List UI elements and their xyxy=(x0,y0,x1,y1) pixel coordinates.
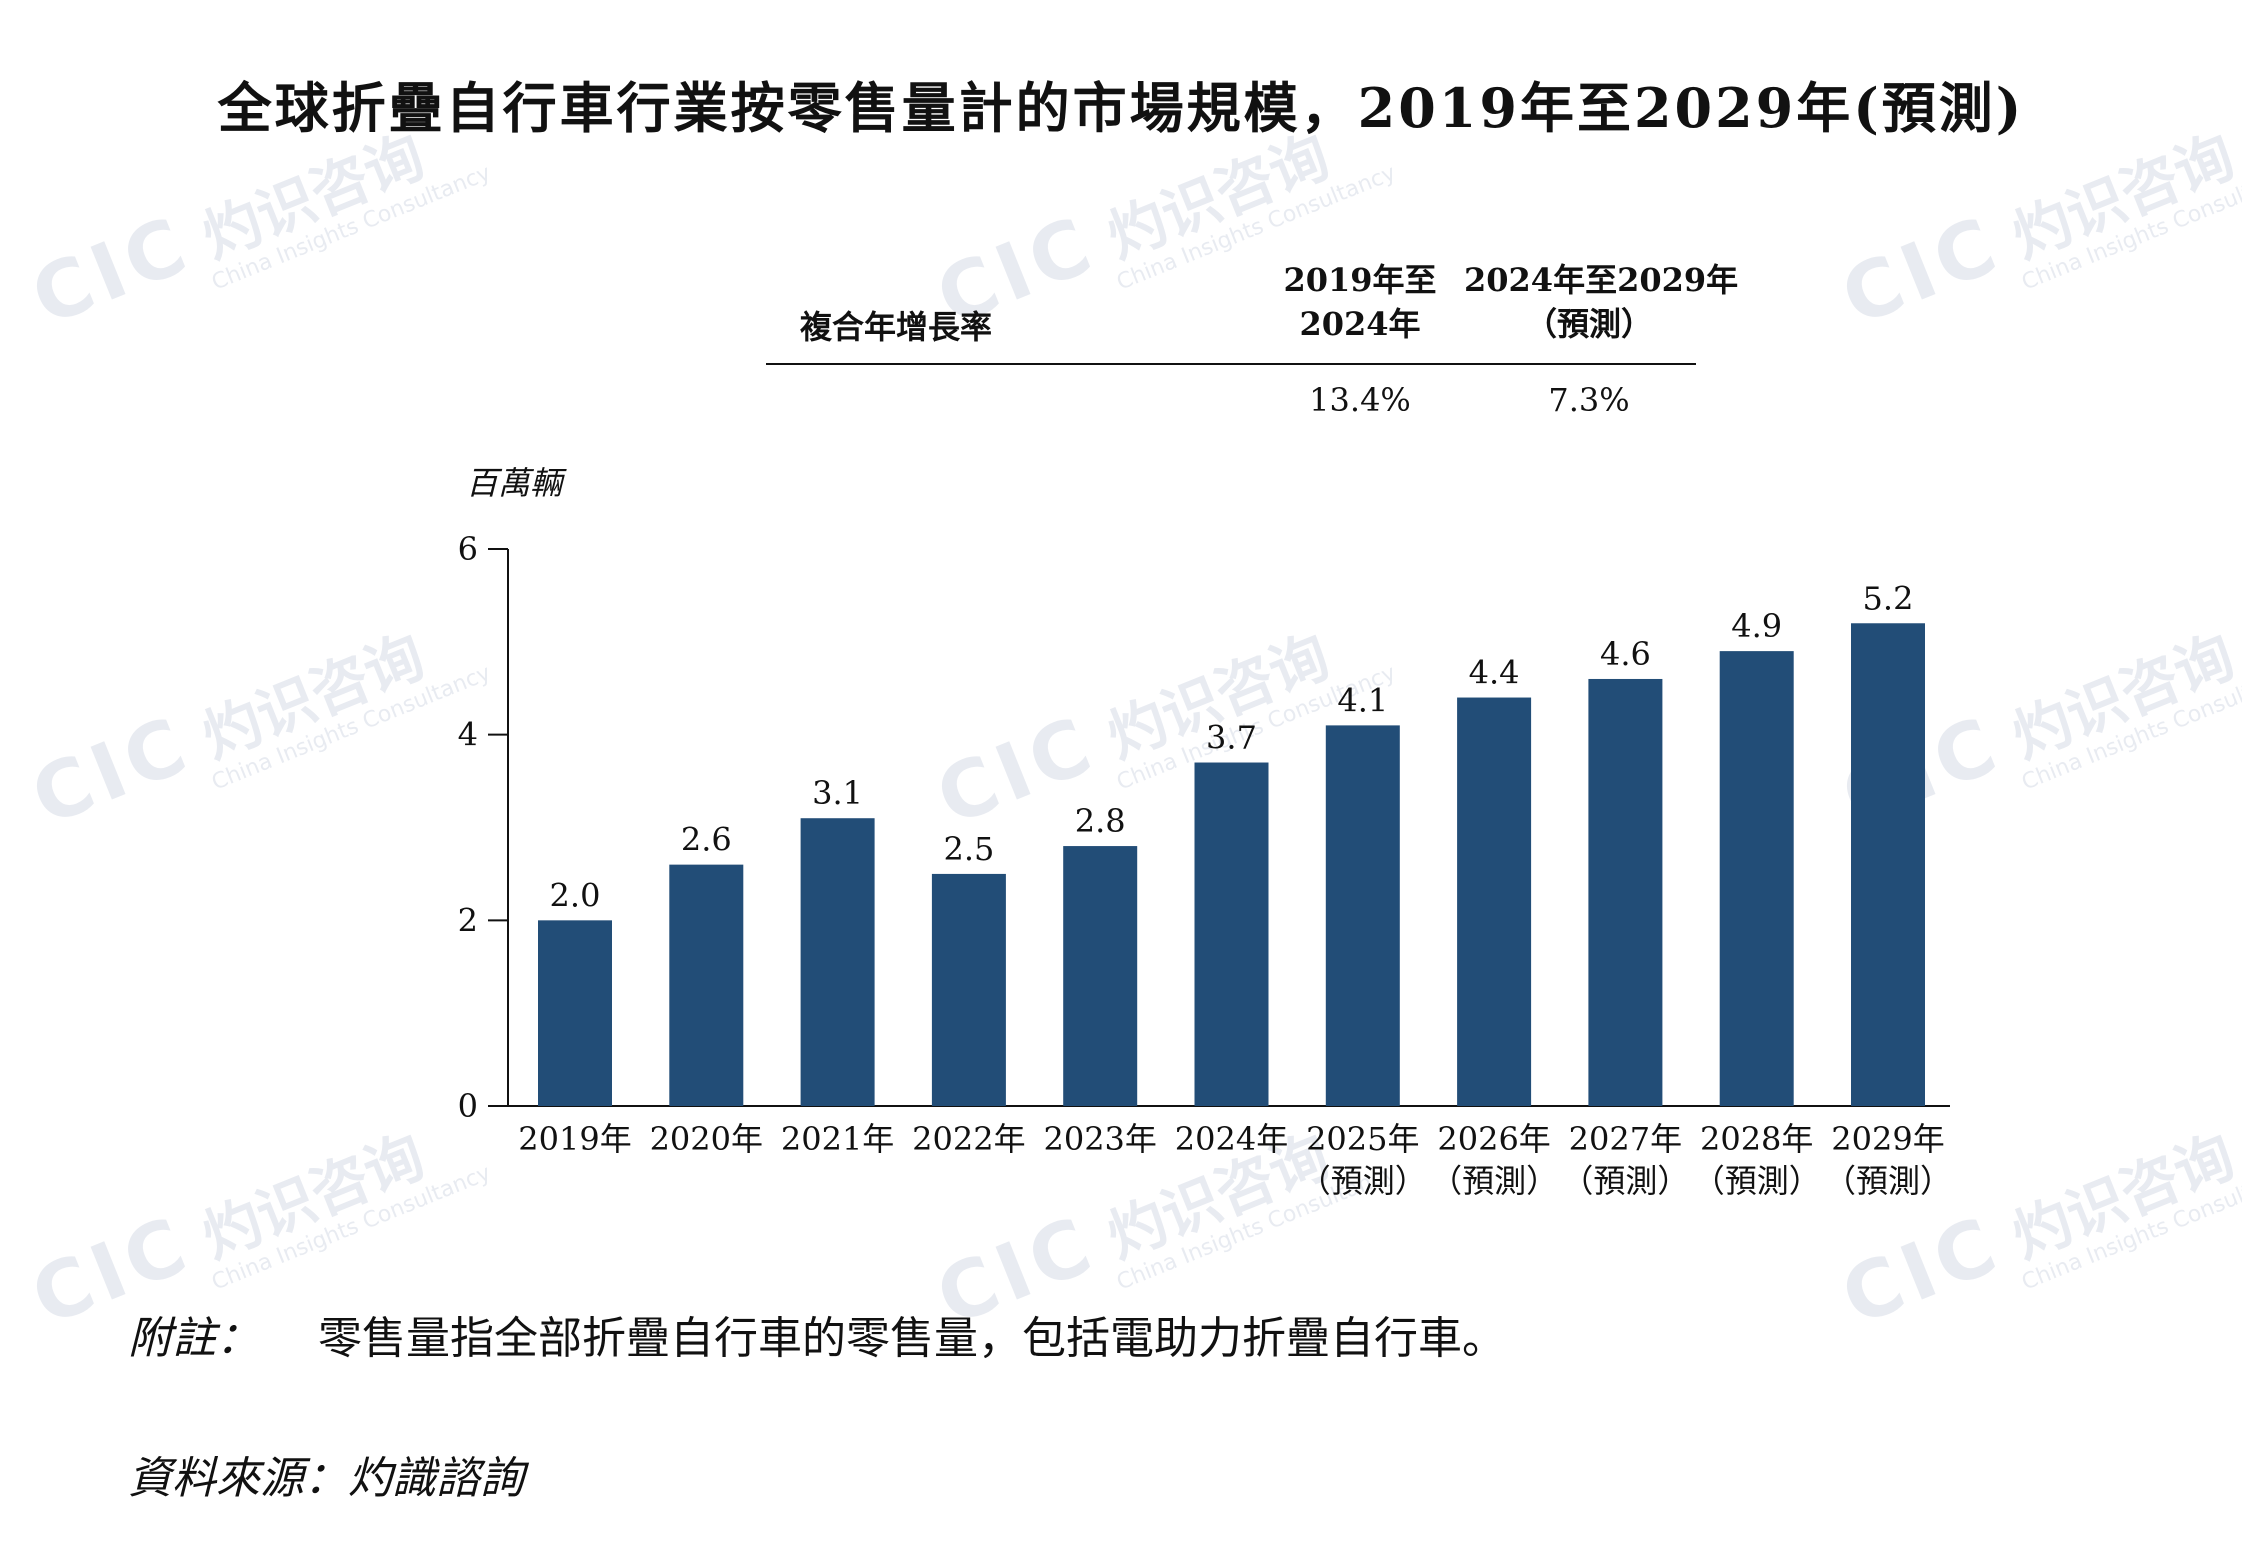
bar xyxy=(1325,725,1400,1106)
cagr-value-historical: 13.4% xyxy=(1309,381,1411,419)
bar-value-label: 4.9 xyxy=(1731,607,1782,645)
footnote: 附註： 零售量指全部折疊自行車的零售量，包括電助力折疊自行車。 xyxy=(128,1302,1506,1366)
cagr-divider xyxy=(766,363,1696,365)
x-tick-label: 2020年 xyxy=(650,1120,763,1158)
footnote-label: 附註： xyxy=(128,1313,260,1364)
bar-value-label: 3.7 xyxy=(1206,719,1257,757)
bar xyxy=(931,873,1006,1106)
x-tick-label: 2025年 xyxy=(1306,1120,1419,1158)
cagr-header-line: 2019年至 xyxy=(1283,261,1437,299)
bar xyxy=(1063,846,1138,1106)
x-tick-label: 2023年 xyxy=(1043,1120,1156,1158)
bar xyxy=(1588,678,1663,1106)
x-tick-sublabel: （預測） xyxy=(1430,1162,1558,1200)
y-axis-unit: 百萬輛 xyxy=(466,464,563,502)
bar-value-label: 2.8 xyxy=(1075,802,1126,840)
bar xyxy=(1194,762,1269,1106)
cagr-header-line: （預測） xyxy=(1524,305,1653,343)
x-tick-label: 2028年 xyxy=(1700,1120,1813,1158)
x-tick-label: 2022年 xyxy=(912,1120,1025,1158)
cagr-header-line: 2024年至2029年 xyxy=(1464,261,1739,299)
y-tick-label: 2 xyxy=(458,901,478,939)
bar-value-label: 4.1 xyxy=(1337,681,1388,719)
x-tick-sublabel: （預測） xyxy=(1299,1162,1427,1200)
x-tick-label: 2019年 xyxy=(518,1120,631,1158)
cagr-header-forecast: 2024年至2029年 （預測） xyxy=(1464,258,1739,346)
x-tick-sublabel: （預測） xyxy=(1824,1162,1952,1200)
cagr-header-line: 2024年 xyxy=(1299,305,1421,343)
x-tick-sublabel: （預測） xyxy=(1693,1162,1821,1200)
bar xyxy=(800,818,875,1106)
bar-value-label: 2.0 xyxy=(550,876,601,914)
y-tick-label: 0 xyxy=(458,1087,478,1125)
x-tick-sublabel: （預測） xyxy=(1561,1162,1689,1200)
bar xyxy=(538,920,612,1106)
bar xyxy=(1457,697,1532,1106)
x-tick-label: 2026年 xyxy=(1437,1120,1550,1158)
x-tick-label: 2024年 xyxy=(1175,1120,1288,1158)
bar xyxy=(1719,651,1794,1106)
cagr-value-forecast: 7.3% xyxy=(1548,381,1630,419)
y-tick-label: 4 xyxy=(458,716,478,754)
bar-value-label: 3.1 xyxy=(812,774,863,812)
x-tick-label: 2029年 xyxy=(1831,1120,1944,1158)
footnote-text: 零售量指全部折疊自行車的零售量，包括電助力折疊自行車。 xyxy=(318,1313,1506,1364)
bar-value-label: 4.4 xyxy=(1469,654,1520,692)
bar-value-label: 2.5 xyxy=(943,830,994,868)
bar-value-label: 4.6 xyxy=(1600,635,1651,673)
bar-value-label: 5.2 xyxy=(1863,579,1914,617)
bar-value-label: 2.6 xyxy=(681,821,732,859)
y-tick-label: 6 xyxy=(458,530,478,568)
chart-title: 全球折疊自行車行業按零售量計的市場規模，2019年至2029年(預測) xyxy=(217,76,2025,140)
cagr-header-historical: 2019年至 2024年 xyxy=(1280,258,1440,346)
source-note: 資料來源：灼識諮詢 xyxy=(128,1453,524,1504)
cagr-label: 複合年增長率 xyxy=(800,308,993,346)
x-tick-label: 2021年 xyxy=(781,1120,894,1158)
x-tick-label: 2027年 xyxy=(1569,1120,1682,1158)
bar xyxy=(669,864,744,1106)
bar xyxy=(1851,623,1925,1106)
